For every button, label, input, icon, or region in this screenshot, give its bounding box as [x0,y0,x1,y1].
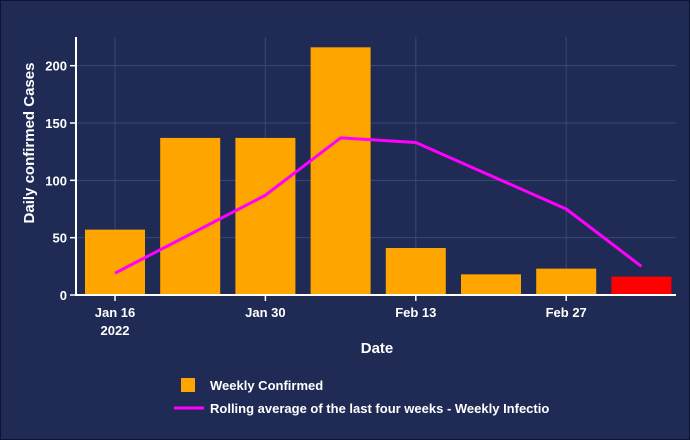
bar [385,247,446,295]
legend-bar-label: Weekly Confirmed [210,378,323,393]
bar [160,137,221,295]
axes: 0 50 100 150 200 Jan 16 2022 Jan 30 Feb 13 Feb 27 [45,37,676,338]
rolling-average-line [114,136,643,275]
x-tick-label: Jan 30 [245,305,285,320]
y-tick-label: 100 [45,173,67,188]
legend[interactable]: Weekly Confirmed Rolling average of the … [174,378,549,416]
y-tick-label: 200 [45,59,67,74]
x-tick-label: Feb 27 [546,305,587,320]
rolling-average-series [114,136,643,275]
x-tick-label: Jan 16 [95,305,135,320]
x-tick-sublabel: 2022 [101,323,130,338]
bar [611,276,672,295]
bar [536,268,597,295]
x-tick-label: Feb 13 [395,305,436,320]
y-tick-label: 150 [45,116,67,131]
legend-bar-swatch [181,378,195,392]
y-tick-label: 50 [53,231,67,246]
bar-series [85,47,672,295]
y-axis-title: Daily confirmed Cases [21,63,38,224]
legend-line-label: Rolling average of the last four weeks -… [210,401,549,416]
bar [310,47,371,295]
bar [235,137,296,295]
x-axis-title: Date [361,340,394,357]
bar [461,274,521,295]
y-tick-label: 0 [60,288,67,303]
